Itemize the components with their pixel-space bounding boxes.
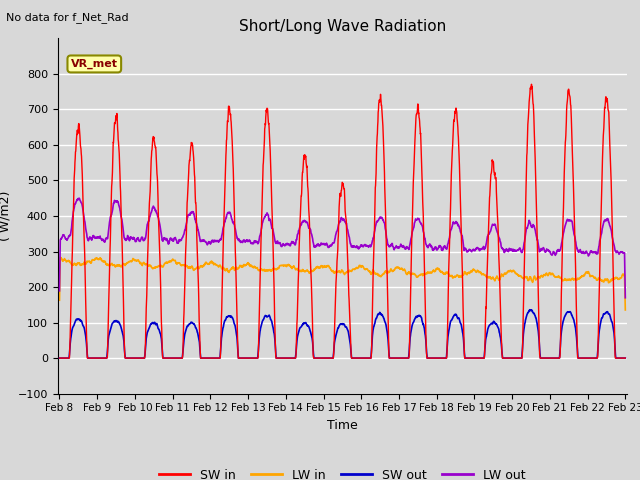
Title: Short/Long Wave Radiation: Short/Long Wave Radiation	[239, 20, 446, 35]
X-axis label: Time: Time	[327, 419, 358, 432]
Y-axis label: ( W/m2): ( W/m2)	[0, 191, 12, 241]
Text: No data for f_Net_Rad: No data for f_Net_Rad	[6, 12, 129, 23]
Legend: SW in, LW in, SW out, LW out: SW in, LW in, SW out, LW out	[154, 464, 531, 480]
Text: VR_met: VR_met	[71, 59, 118, 69]
